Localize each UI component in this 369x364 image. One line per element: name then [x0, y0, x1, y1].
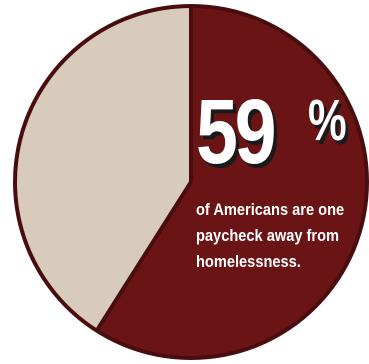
percent-sign: %	[308, 88, 347, 153]
caption: of Americans are one paycheck away from …	[196, 197, 366, 275]
caption-line-2: paycheck away from	[196, 226, 340, 245]
caption-line-1: of Americans are one	[196, 200, 345, 219]
pie-divider-2	[96, 180, 193, 330]
caption-line-3: homelessness.	[196, 252, 301, 271]
headline-stat: 59%	[196, 81, 347, 183]
pie-slice-1	[97, 8, 365, 356]
headline-number: 59	[196, 81, 277, 183]
